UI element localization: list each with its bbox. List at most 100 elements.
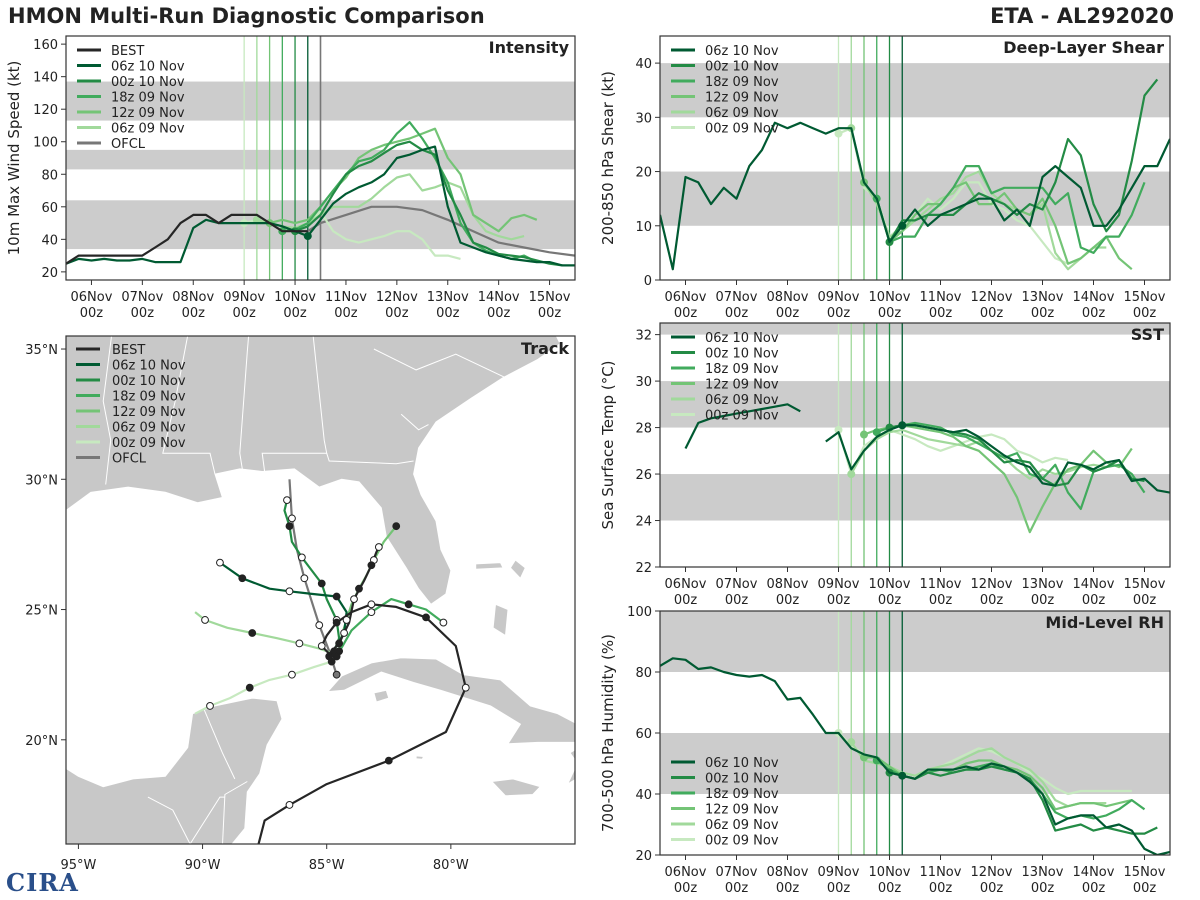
rh-ytick-label-40: 40 <box>635 788 652 803</box>
map-border-6 <box>102 336 113 485</box>
shear-ytick-label-0: 0 <box>644 274 652 289</box>
rh-xtick-day-4: 10Nov <box>869 865 911 880</box>
land-united-states <box>66 336 561 605</box>
shear-series-18z-09-nov <box>875 165 1146 254</box>
rh-xtick-day-6: 12Nov <box>971 865 1013 880</box>
rh-title: Mid-Level RH <box>1045 613 1164 632</box>
sst-xtick-day-1: 07Nov <box>716 577 758 592</box>
rh-xtick-hour-3: 00z <box>827 881 851 896</box>
track-fix-06z-10-nov-8 <box>238 574 247 583</box>
rh-series-06z-10-nov <box>660 657 1170 855</box>
sst-init-dot-06z-09-nov <box>847 470 856 479</box>
sst-ytick-label-28: 28 <box>635 422 652 437</box>
shear-xtick-day-3: 09Nov <box>818 290 860 305</box>
shear-xtick-day-8: 14Nov <box>1073 290 1115 305</box>
sst-init-dot-18z-09-nov <box>872 428 881 437</box>
intensity-xtick-day-2: 08Nov <box>172 290 214 305</box>
intensity-title: Intensity <box>489 38 570 57</box>
intensity-legend-label-06z-10-nov: 06z 10 Nov <box>111 60 185 75</box>
track-legend-label-ofcl: OFCL <box>112 452 147 467</box>
map-border-5 <box>400 413 429 431</box>
shear-series-12z-09-nov <box>863 181 1133 271</box>
sst-series-06z-10-nov <box>684 403 1170 494</box>
track-fix-00z-10-nov-10 <box>283 496 291 505</box>
track-fix-best-2 <box>285 801 294 809</box>
sst-init-dot-06z-10-nov <box>898 421 907 430</box>
intensity-xtick-hour-2: 00z <box>182 306 206 321</box>
shear-legend-label-12z-09-nov: 12z 09 Nov <box>705 91 779 106</box>
shear-band-1 <box>660 63 1170 118</box>
page-title: HMON Multi-Run Diagnostic Comparison <box>8 4 485 28</box>
track-fix-00z-10-nov-6 <box>297 553 306 562</box>
intensity-xtick-day-1: 07Nov <box>121 290 163 305</box>
sst-xtick-hour-3: 00z <box>827 593 851 608</box>
shear-legend-label-06z-10-nov: 06z 10 Nov <box>705 44 779 59</box>
intensity-series-best <box>66 213 308 265</box>
track-legend-label-best: BEST <box>112 343 145 358</box>
map-border-9 <box>222 781 248 844</box>
rh-xtick-hour-2: 00z <box>776 881 800 896</box>
rh-ytick-label-60: 60 <box>635 727 652 742</box>
land-isla-de-la-juventud <box>373 689 390 703</box>
rh-xtick-day-8: 14Nov <box>1073 865 1115 880</box>
track-fix-00z-09-nov-2 <box>288 670 296 679</box>
sst-band-0 <box>660 474 1170 521</box>
track-fix-best-0 <box>254 846 261 853</box>
track-fix-best-18 <box>350 595 358 604</box>
intensity-ytick-label-60: 60 <box>41 201 58 216</box>
intensity-ytick-label-120: 120 <box>33 103 58 118</box>
sst-plot-area <box>660 323 1170 567</box>
shear-xtick-hour-8: 00z <box>1082 306 1106 321</box>
shear-xtick-hour-4: 00z <box>878 306 902 321</box>
map-border-0 <box>162 336 216 475</box>
rh-xtick-day-7: 13Nov <box>1022 865 1064 880</box>
sst-xtick-day-5: 11Nov <box>920 577 962 592</box>
track-title: Track <box>521 339 569 358</box>
sst-ytick-label-32: 32 <box>635 329 652 344</box>
sst-title: SST <box>1131 325 1164 344</box>
intensity-xtick-hour-1: 00z <box>131 306 155 321</box>
track-ytick-label-20-n: 20°N <box>25 734 58 749</box>
intensity-frame <box>65 35 576 281</box>
track-legend-label-18z-09-nov: 18z 09 Nov <box>112 390 186 405</box>
sst-legend-label-00z-09-nov: 00z 09 Nov <box>705 409 779 424</box>
rh-legend-label-06z-09-nov: 06z 09 Nov <box>705 818 779 833</box>
track-fix-06z-10-nov-6 <box>285 587 294 596</box>
shear-xtick-day-0: 06Nov <box>665 290 707 305</box>
rh-xtick-day-9: 15Nov <box>1124 865 1166 880</box>
cira-logo: CIRA <box>6 868 79 897</box>
track-fix-18z-09-nov-4 <box>404 600 413 609</box>
track-fix-06z-10-nov-0 <box>325 652 334 661</box>
intensity-panel: 2040608010012014016006Nov00z07Nov00z08No… <box>5 35 576 321</box>
track-xtick-label-95-w: 95°W <box>60 858 96 873</box>
track-fix-best-20 <box>367 561 376 570</box>
shear-xtick-day-4: 10Nov <box>869 290 911 305</box>
shear-legend-label-00z-09-nov: 00z 09 Nov <box>705 122 779 137</box>
land-grand-bahama <box>475 562 504 570</box>
rh-xtick-hour-0: 00z <box>674 881 698 896</box>
track-ytick-label-25-n: 25°N <box>25 604 58 619</box>
track-line-ofcl <box>288 479 338 676</box>
sst-legend-label-12z-09-nov: 12z 09 Nov <box>705 378 779 393</box>
intensity-legend-label-12z-09-nov: 12z 09 Nov <box>111 106 185 121</box>
sst-xtick-day-4: 10Nov <box>869 577 911 592</box>
track-fix-06z-10-nov-10 <box>216 558 224 567</box>
sst-legend-label-06z-09-nov: 06z 09 Nov <box>705 393 779 408</box>
sst-xtick-day-6: 12Nov <box>971 577 1013 592</box>
shear-ytick-label-10: 10 <box>635 220 652 235</box>
intensity-xtick-hour-6: 00z <box>385 306 409 321</box>
rh-ylabel: 700-500 hPa Humidity (%) <box>599 634 617 832</box>
sst-xtick-hour-2: 00z <box>776 593 800 608</box>
shear-xtick-day-2: 08Nov <box>767 290 809 305</box>
rh-ytick-label-100: 100 <box>627 605 652 620</box>
sst-xtick-day-9: 15Nov <box>1124 577 1166 592</box>
track-fix-00z-10-nov-0 <box>330 647 339 656</box>
track-fix-06z-10-nov-4 <box>332 592 341 601</box>
land-jamaica <box>490 778 542 797</box>
track-fix-00z-09-nov-6 <box>206 702 214 710</box>
track-fix-best-8 <box>422 613 430 622</box>
intensity-ylabel: 10m Max Wind Speed (kt) <box>5 61 23 256</box>
intensity-ytick-label-40: 40 <box>41 233 58 248</box>
rh-inner <box>660 611 1170 855</box>
track-fix-12z-09-nov-8 <box>392 522 401 531</box>
